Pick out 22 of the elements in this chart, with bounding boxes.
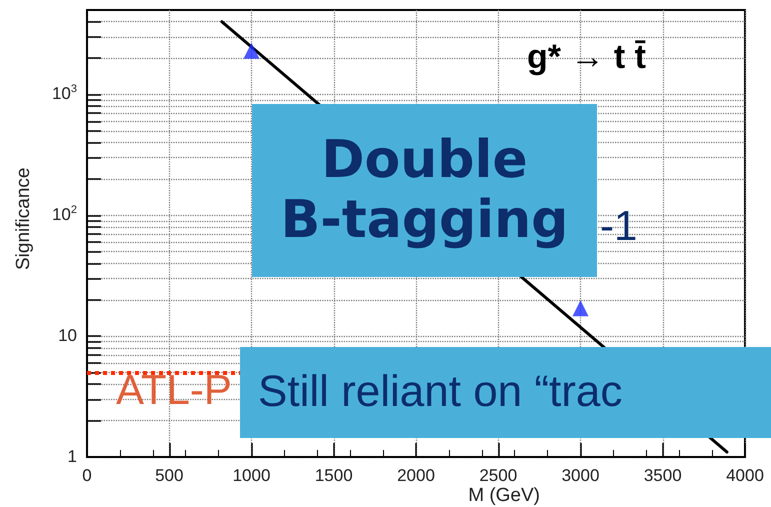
y-tick-label: 10$^{3}$ <box>52 82 77 106</box>
x-tick-label: 2500 <box>479 466 518 485</box>
y-axis-title: Significance <box>13 168 34 270</box>
y-tick-label: 10$^{2}$ <box>52 204 77 226</box>
callout-box: Double B-tagging <box>252 104 597 277</box>
x-tick-label: 3500 <box>644 466 682 485</box>
x-tick-label: 0 <box>82 466 92 485</box>
x-tick-label: 500 <box>155 466 184 485</box>
annotation: Still reliant on “trac <box>258 367 622 418</box>
x-tick-label: 3000 <box>562 466 600 485</box>
y-tick-label: 10 <box>58 325 77 348</box>
x-tick-label: 2000 <box>397 466 435 485</box>
x-tick-label: 1000 <box>232 466 270 485</box>
annotation: g* → t t̄ <box>527 38 646 76</box>
annotation: -1 <box>600 202 638 249</box>
x-tick-label: 1500 <box>314 466 353 485</box>
callout-box: Still reliant on “trac <box>240 347 771 438</box>
annotation: ATL-P <box>116 366 232 413</box>
y-tick-label: 1 <box>68 446 77 468</box>
x-axis-title: M (GeV) <box>468 485 540 506</box>
x-tick-label: 4000 <box>726 466 764 485</box>
annotation: Double B-tagging <box>280 130 568 250</box>
